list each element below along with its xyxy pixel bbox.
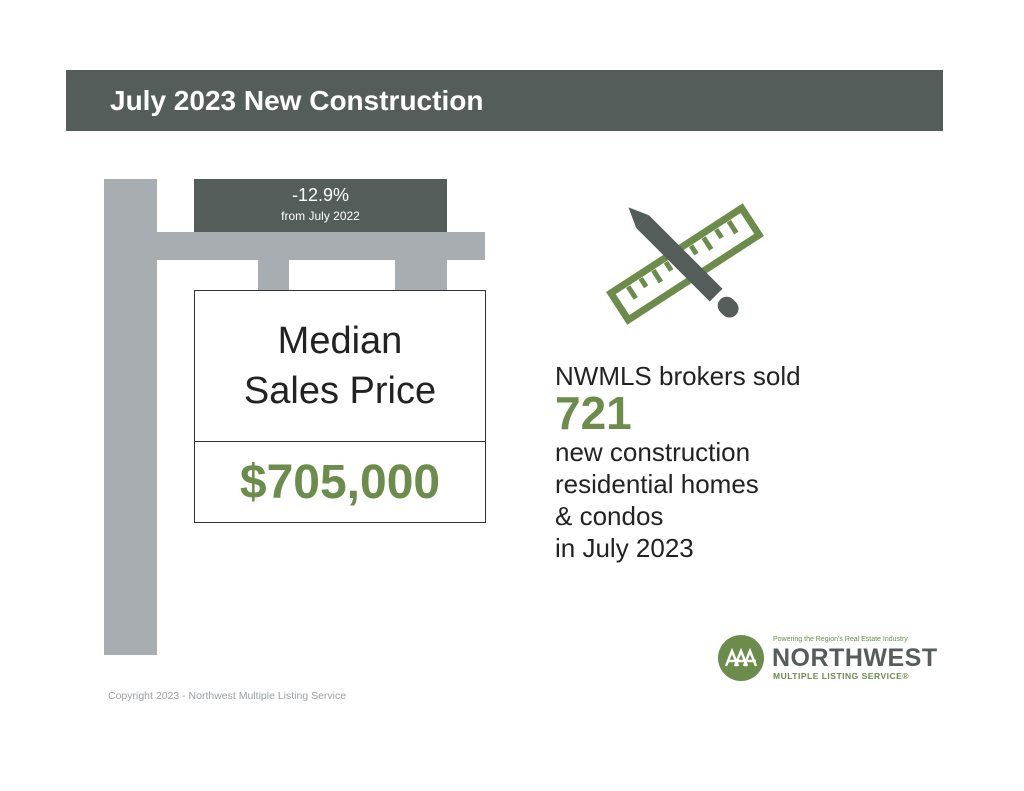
sales-line-2: residential homes (555, 469, 759, 499)
sales-line-3: & condos (555, 501, 664, 531)
sales-line-1: new construction (555, 437, 751, 467)
sales-line-4: in July 2023 (555, 533, 694, 563)
sign-hanger-left (258, 260, 289, 290)
sales-summary: NWMLS brokers sold 721 new construction … (555, 360, 915, 564)
logo-name: NORTHWEST (772, 644, 938, 672)
change-comparison: from July 2022 (281, 209, 360, 223)
median-price: $705,000 (239, 455, 441, 509)
sign-label-line1: Median (277, 320, 403, 362)
change-badge: -12.9% from July 2022 (194, 179, 447, 232)
page-title: July 2023 New Construction (110, 85, 484, 116)
header-banner (66, 70, 943, 131)
logo-subname: MULTIPLE LISTING SERVICE® (773, 671, 910, 681)
registered-mark: ® (902, 671, 910, 681)
copyright-text: Copyright 2023 - Northwest Multiple List… (108, 690, 347, 702)
change-percent: -12.9% (291, 185, 350, 205)
sign-label: Median Sales Price (195, 291, 485, 442)
northwest-trees-logo-icon (718, 635, 764, 681)
sales-lead: NWMLS brokers sold (555, 361, 801, 391)
logo-tagline: Powering the Region's Real Estate Indust… (773, 636, 908, 643)
sales-count: 721 (555, 387, 632, 439)
sign-board: Median Sales Price $705,000 (194, 290, 486, 523)
sign-post-arm (104, 232, 485, 260)
sign-hanger-right (395, 260, 447, 290)
sign-label-line2: Sales Price (243, 370, 437, 412)
pencil-ruler-icon (606, 203, 764, 325)
